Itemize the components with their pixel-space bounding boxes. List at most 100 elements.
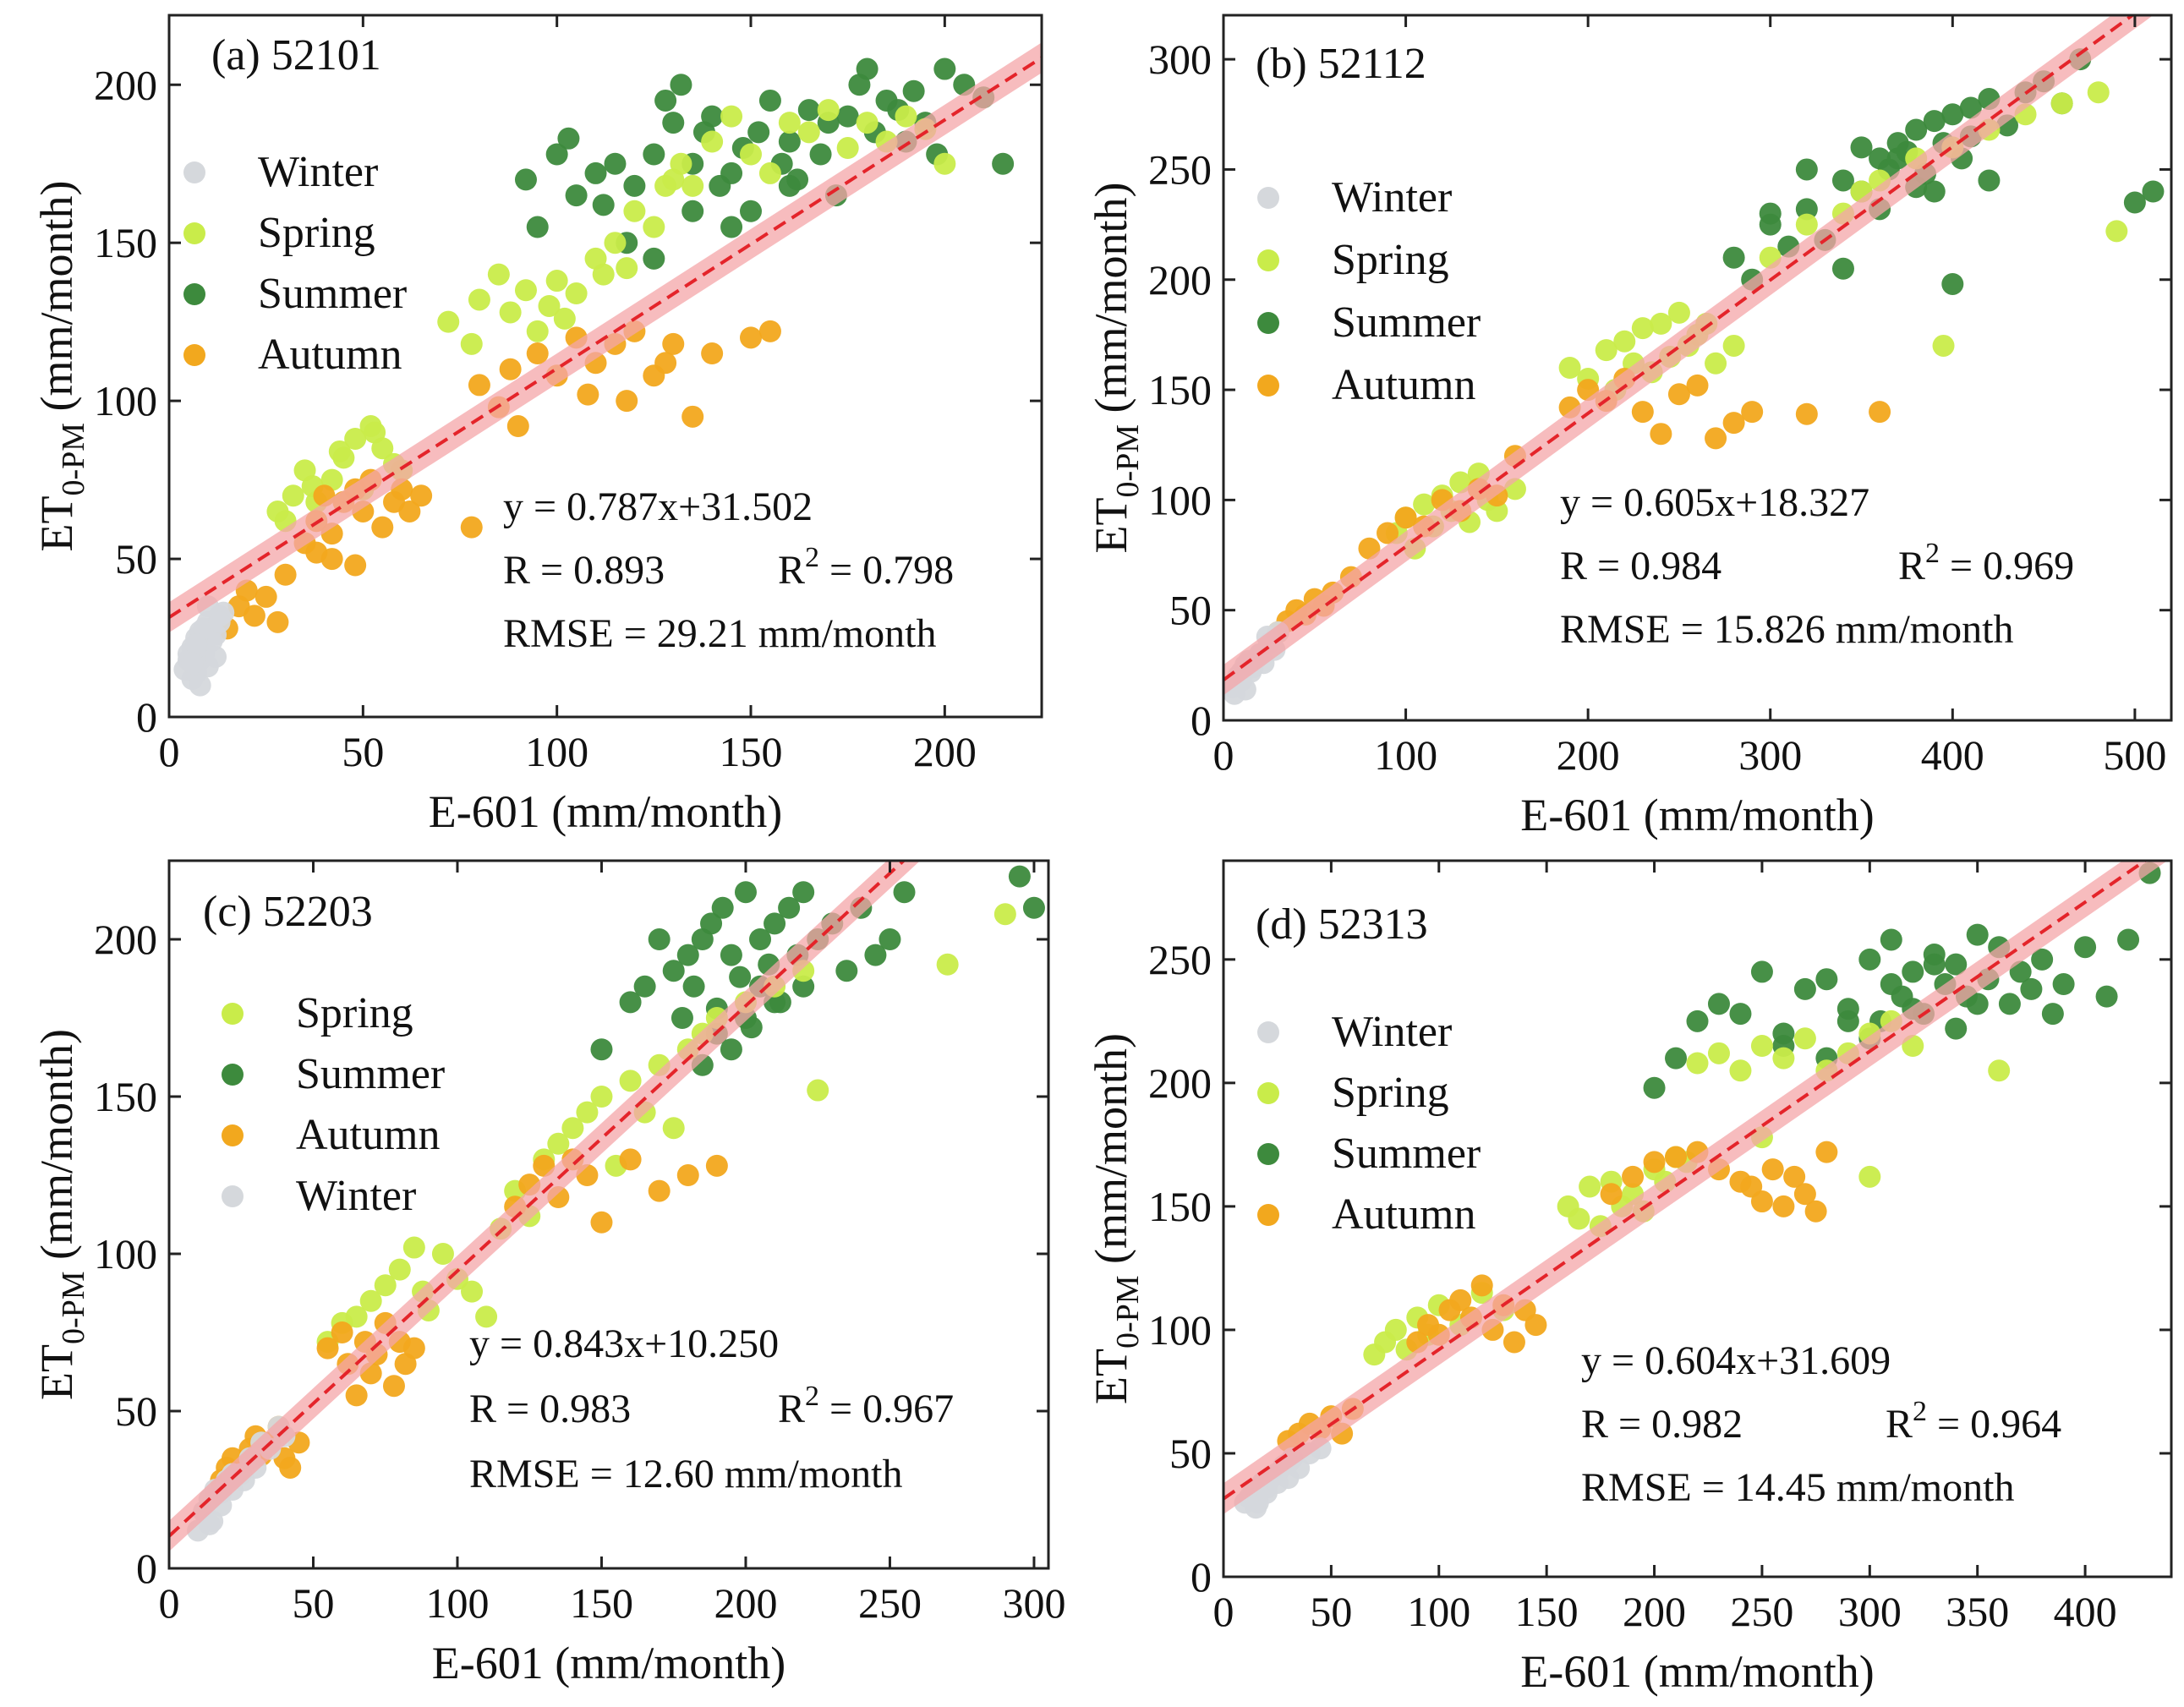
point-summer bbox=[2052, 973, 2075, 996]
point-summer bbox=[2095, 985, 2118, 1008]
point-autumn bbox=[1358, 537, 1381, 560]
point-spring bbox=[282, 484, 304, 507]
x-tick-label: 500 bbox=[2103, 731, 2166, 779]
fit-statistics: y = 0.605x+18.327 R = 0.984 R2 = 0.969 RMSE… bbox=[1560, 480, 2074, 652]
correlation-r: R = 0.982 bbox=[1581, 1402, 1743, 1447]
point-summer bbox=[893, 881, 916, 904]
legend-label-winter: Winter bbox=[1332, 173, 1452, 222]
point-summer bbox=[836, 105, 859, 128]
point-autumn bbox=[1631, 401, 1654, 424]
x-tick-label: 250 bbox=[1730, 1588, 1793, 1635]
point-summer bbox=[1941, 103, 1964, 126]
point-autumn bbox=[410, 484, 433, 507]
point-summer bbox=[557, 127, 580, 150]
point-autumn bbox=[279, 1456, 302, 1479]
y-tick-label: 50 bbox=[115, 1387, 157, 1435]
point-spring bbox=[1705, 352, 1727, 375]
point-spring bbox=[993, 903, 1016, 926]
legend-label-summer: Summer bbox=[296, 1050, 445, 1098]
point-spring bbox=[437, 310, 460, 333]
point-spring bbox=[1722, 334, 1745, 357]
point-autumn bbox=[1722, 412, 1745, 435]
point-autumn bbox=[676, 1164, 699, 1186]
y-axis-title: ET0-PM (mm/month) bbox=[31, 1029, 91, 1400]
point-autumn bbox=[382, 1375, 405, 1398]
legend-marker-winter bbox=[1257, 1021, 1279, 1043]
point-autumn bbox=[402, 1337, 425, 1360]
legend-marker-autumn bbox=[183, 344, 205, 366]
point-spring bbox=[1932, 334, 1955, 357]
point-summer bbox=[792, 881, 815, 904]
point-spring bbox=[681, 174, 704, 197]
point-summer bbox=[1750, 960, 1773, 983]
x-tick-label: 400 bbox=[1921, 731, 1984, 779]
point-summer bbox=[720, 944, 742, 966]
x-tick-label: 200 bbox=[714, 1579, 777, 1627]
point-spring bbox=[461, 1280, 484, 1303]
panel-label: (d) 52313 bbox=[1256, 900, 1428, 949]
y-axis-title: ET0-PM (mm/month) bbox=[1086, 182, 1146, 553]
point-spring bbox=[616, 257, 638, 280]
point-summer bbox=[747, 121, 770, 144]
point-summer bbox=[514, 168, 537, 191]
point-spring bbox=[807, 1079, 829, 1102]
point-spring bbox=[623, 200, 646, 222]
fit-statistics: y = 0.787x+31.502 R = 0.893 R2 = 0.798 RMSE… bbox=[503, 484, 954, 656]
point-summer bbox=[2142, 180, 2165, 203]
point-summer bbox=[1795, 198, 1818, 221]
fit-line bbox=[1223, 15, 2136, 681]
point-spring bbox=[1413, 493, 1436, 516]
point-spring bbox=[1667, 301, 1690, 324]
plot-frame bbox=[1222, 859, 2173, 1578]
point-summer bbox=[654, 89, 677, 112]
point-spring bbox=[590, 1086, 613, 1108]
point-spring bbox=[266, 500, 289, 522]
point-autumn bbox=[590, 1211, 613, 1234]
legend-marker-summer bbox=[222, 1064, 244, 1086]
point-summer bbox=[711, 896, 734, 919]
y-tick-label: 300 bbox=[1148, 36, 1212, 83]
point-spring bbox=[604, 232, 627, 254]
point-autumn bbox=[1650, 423, 1672, 446]
point-autumn bbox=[701, 342, 724, 365]
y-tick-label: 200 bbox=[94, 61, 157, 108]
panel-b-52112: 0 100 200 300 400 500 0 50 100 150 200 250 300 E-601 … bbox=[1086, 14, 2173, 840]
point-spring bbox=[460, 332, 483, 355]
point-summer bbox=[2020, 977, 2043, 1000]
point-autumn bbox=[740, 326, 762, 349]
point-summer bbox=[856, 57, 879, 80]
point-spring bbox=[1793, 1027, 1816, 1050]
point-summer bbox=[1966, 923, 1989, 946]
legend-label-summer: Summer bbox=[258, 270, 407, 318]
point-spring bbox=[936, 953, 959, 976]
point-summer bbox=[1795, 158, 1818, 181]
point-autumn bbox=[499, 358, 522, 380]
point-summer bbox=[1978, 169, 2001, 192]
point-spring bbox=[592, 263, 615, 286]
y-tick-label: 50 bbox=[1169, 587, 1212, 634]
x-tick-label: 50 bbox=[342, 728, 384, 775]
point-autumn bbox=[705, 1154, 728, 1177]
point-autumn bbox=[243, 605, 265, 627]
x-tick-label: 0 bbox=[1213, 731, 1234, 779]
legend-marker-spring bbox=[183, 222, 205, 244]
point-autumn bbox=[255, 585, 277, 608]
point-summer bbox=[933, 57, 956, 80]
point-autumn bbox=[398, 500, 421, 522]
x-tick-label: 400 bbox=[2054, 1588, 2117, 1635]
point-summer bbox=[592, 194, 615, 216]
point-summer bbox=[809, 143, 832, 166]
point-autumn bbox=[320, 548, 343, 571]
point-spring bbox=[740, 143, 762, 166]
point-autumn bbox=[662, 332, 685, 355]
point-autumn bbox=[1804, 1200, 1827, 1223]
legend-marker-summer bbox=[1257, 1143, 1279, 1165]
y-tick-label: 100 bbox=[94, 1230, 157, 1278]
x-tick-label: 100 bbox=[525, 728, 588, 775]
point-spring bbox=[758, 161, 781, 184]
y-axis-title: ET0-PM (mm/month) bbox=[31, 180, 91, 551]
point-summer bbox=[1831, 169, 1854, 192]
point-summer bbox=[2123, 191, 2146, 214]
point-spring bbox=[487, 263, 510, 286]
